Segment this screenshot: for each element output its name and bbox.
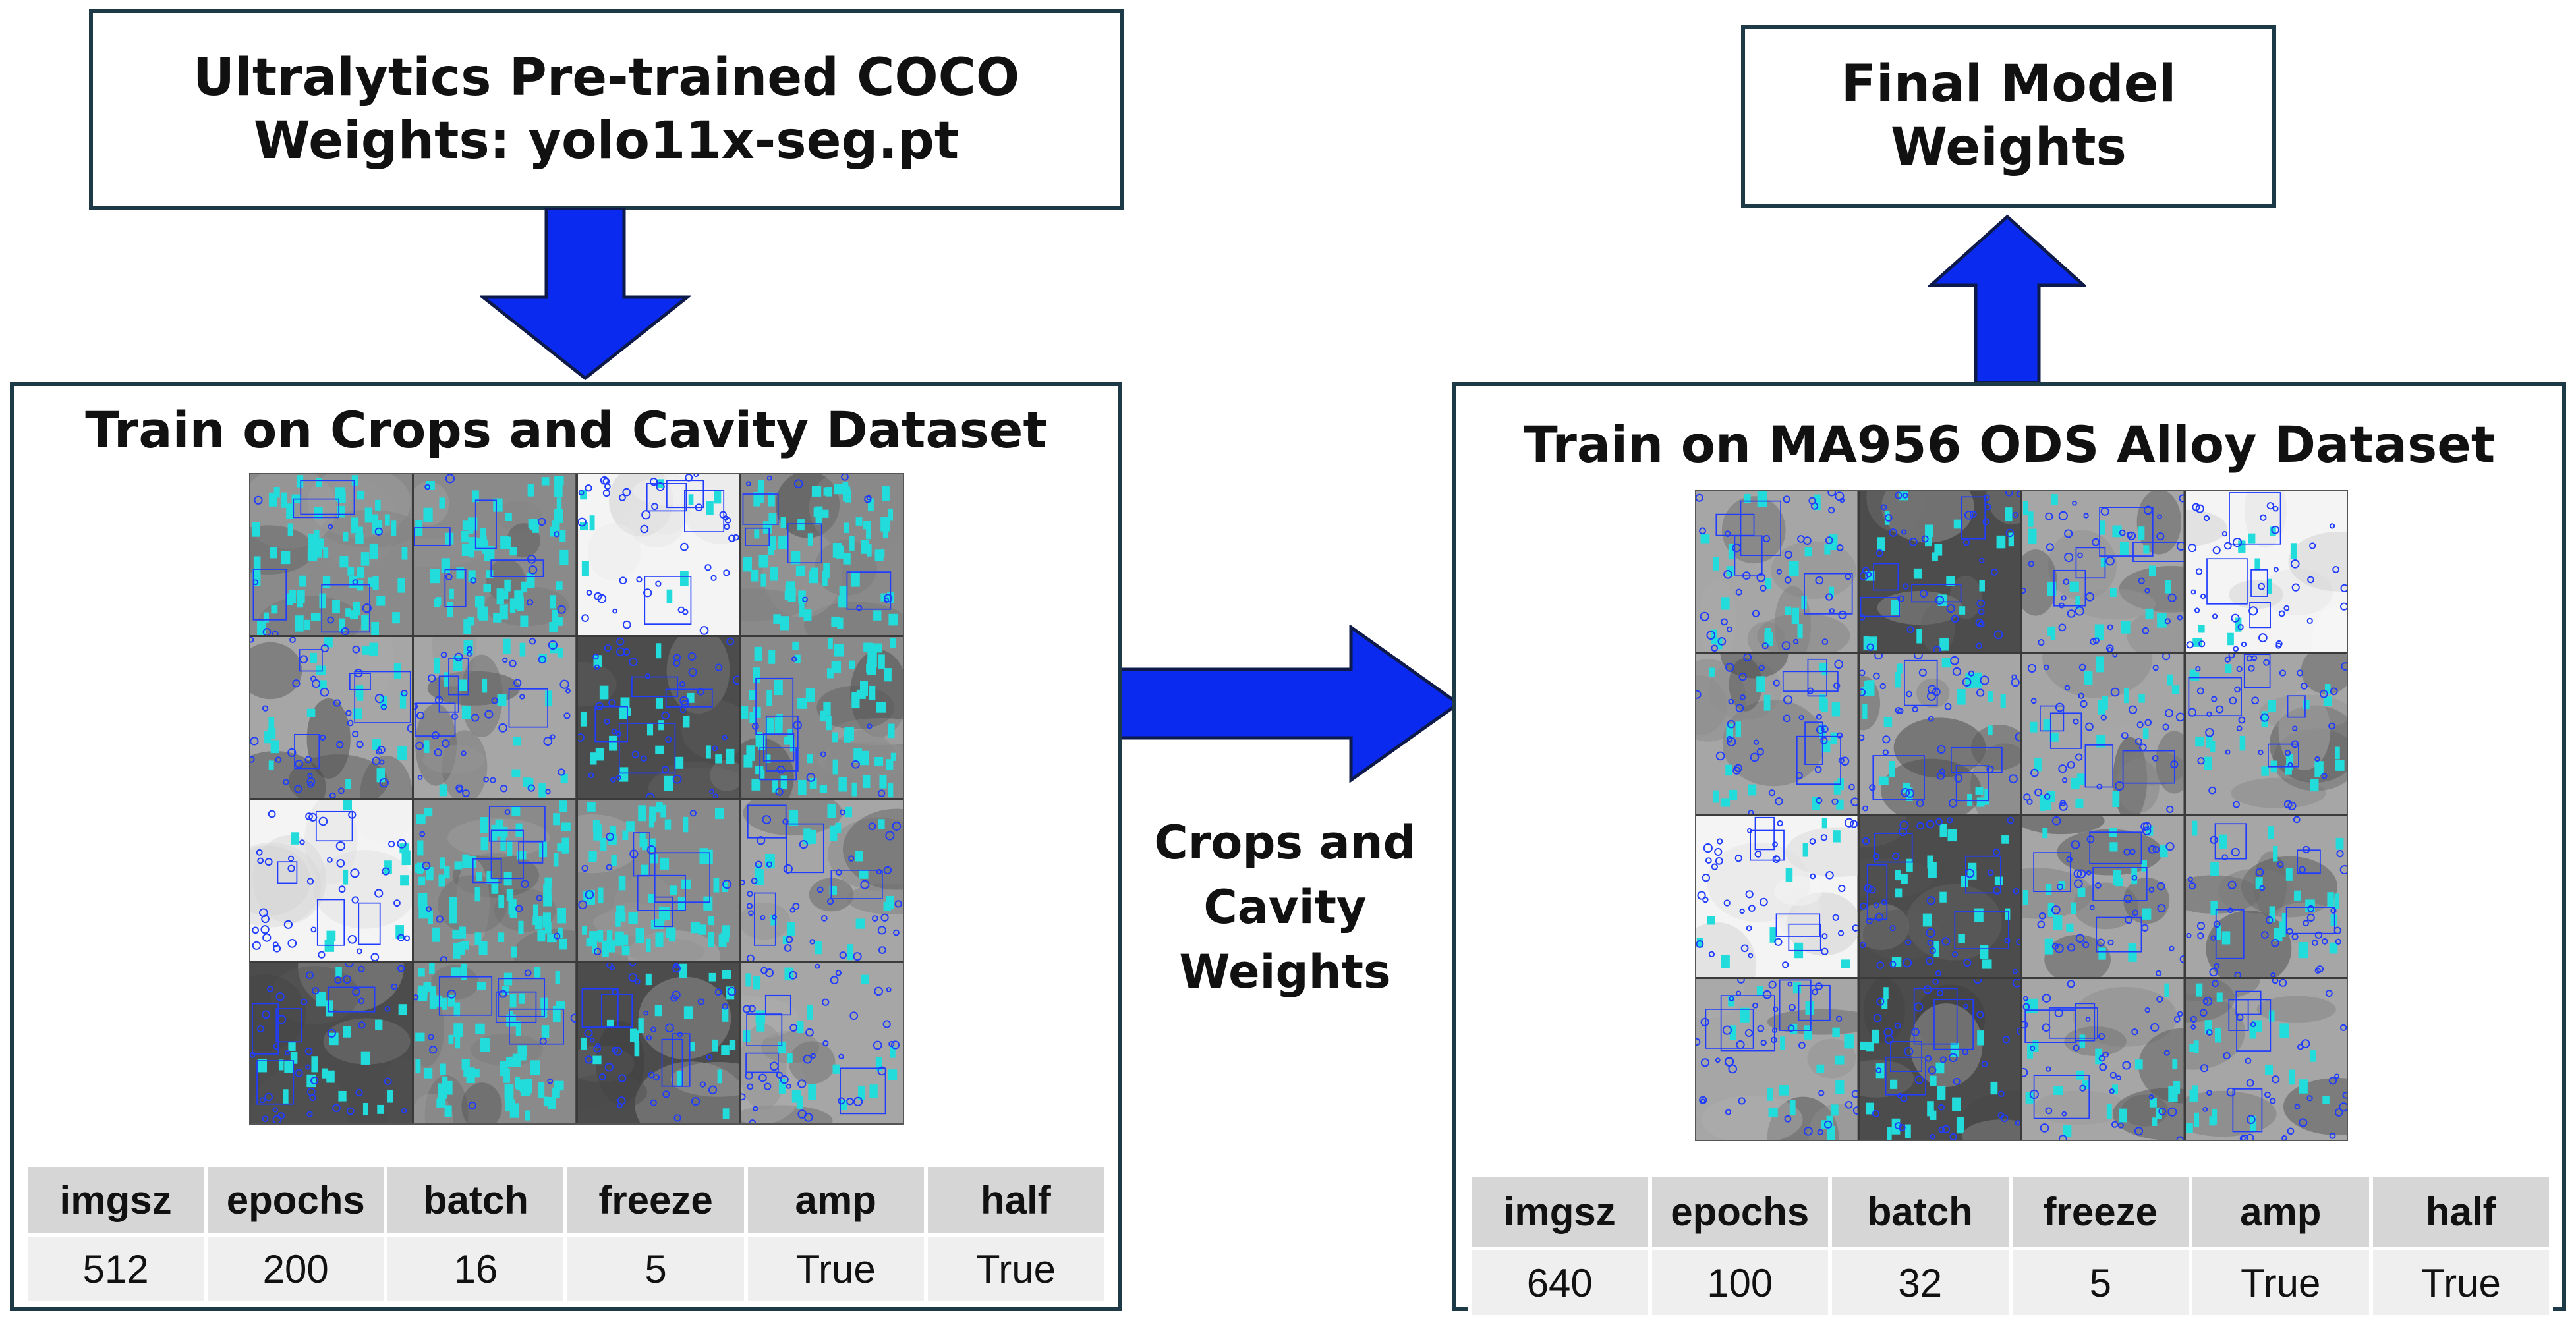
mosaic-tile xyxy=(2022,979,2184,1140)
param-header-amp: amp xyxy=(2189,1177,2373,1250)
mosaic-tile xyxy=(250,637,413,798)
param-header-imgsz: imgsz xyxy=(1468,1177,1652,1250)
mosaic-tile xyxy=(741,474,903,635)
params-header-row: imgsz epochs batch freeze amp half xyxy=(23,1167,1108,1237)
params-header-row: imgsz epochs batch freeze amp half xyxy=(1468,1177,2553,1250)
mosaic-tile xyxy=(2185,816,2347,977)
pretrained-weights-line2: Weights: yolo11x-seg.pt xyxy=(253,111,959,171)
param-header-half: half xyxy=(2368,1177,2553,1250)
mosaic-tile xyxy=(2185,491,2347,652)
pretrained-weights-line1: Ultralytics Pre-trained COCO xyxy=(192,48,1020,108)
param-value-batch: 32 xyxy=(1828,1249,2013,1319)
mosaic-tile xyxy=(414,963,576,1123)
final-weights-line1: Final Model xyxy=(1841,55,2177,115)
param-header-batch: batch xyxy=(1828,1177,2013,1250)
param-value-freeze: 5 xyxy=(563,1235,748,1305)
param-value-half: True xyxy=(2368,1249,2553,1319)
ma956-training-panel: Train on MA956 ODS Alloy Dataset imgsz e… xyxy=(1452,382,2566,1319)
param-header-epochs: epochs xyxy=(204,1167,388,1237)
param-header-half: half xyxy=(923,1167,1108,1237)
ma956-panel-title: Train on MA956 ODS Alloy Dataset xyxy=(1523,415,2496,474)
param-header-amp: amp xyxy=(743,1167,928,1237)
mosaic-tile xyxy=(414,474,576,635)
param-value-imgsz: 512 xyxy=(23,1235,208,1305)
mosaic-tile xyxy=(1859,654,2020,814)
pretrained-weights-box: Ultralytics Pre-trained COCO Weights: yo… xyxy=(89,9,1124,210)
param-value-freeze: 5 xyxy=(2008,1249,2192,1319)
param-value-epochs: 200 xyxy=(204,1235,388,1305)
crops-cavity-training-panel: Train on Crops and Cavity Dataset imgsz … xyxy=(10,382,1122,1311)
param-value-epochs: 100 xyxy=(1647,1249,1832,1319)
ma956-params-table: imgsz epochs batch freeze amp half 640 1… xyxy=(1468,1177,2553,1319)
mosaic-tile xyxy=(250,800,413,961)
right-arrow-icon xyxy=(1119,625,1462,783)
mosaic-tile xyxy=(741,800,903,961)
crops-cavity-mosaic-image xyxy=(249,473,904,1125)
param-value-half: True xyxy=(923,1235,1108,1305)
mosaic-tile xyxy=(1696,654,1858,814)
param-value-imgsz: 640 xyxy=(1468,1249,1652,1319)
mosaic-tile xyxy=(414,637,576,798)
mosaic-tile xyxy=(741,963,903,1123)
crops-cavity-weights-label: Crops and Cavity Weights xyxy=(1143,810,1427,1004)
mosaic-tile xyxy=(2022,491,2184,652)
mosaic-tile xyxy=(2022,816,2184,977)
mosaic-tile xyxy=(741,637,903,798)
mosaic-tile xyxy=(1696,979,1858,1140)
mosaic-tile xyxy=(577,963,739,1123)
param-header-imgsz: imgsz xyxy=(23,1167,208,1237)
param-header-epochs: epochs xyxy=(1647,1177,1832,1250)
mosaic-tile xyxy=(1696,491,1858,652)
param-value-amp: True xyxy=(743,1235,928,1305)
final-weights-line2: Weights xyxy=(1891,117,2127,177)
mosaic-tile xyxy=(1859,979,2020,1140)
crops-cavity-weights-line2: Cavity xyxy=(1203,880,1367,934)
param-header-freeze: freeze xyxy=(2008,1177,2192,1250)
mosaic-tile xyxy=(414,800,576,961)
params-value-row: 512 200 16 5 True True xyxy=(23,1235,1108,1305)
mosaic-tile xyxy=(250,474,413,635)
mosaic-tile xyxy=(1859,491,2020,652)
mosaic-tile xyxy=(1696,816,1858,977)
param-header-batch: batch xyxy=(384,1167,568,1237)
ma956-mosaic-image xyxy=(1695,490,2348,1141)
up-arrow-icon xyxy=(1928,214,2086,384)
mosaic-tile xyxy=(2022,654,2184,814)
params-value-row: 640 100 32 5 True True xyxy=(1468,1249,2553,1319)
mosaic-tile xyxy=(577,637,739,798)
param-header-freeze: freeze xyxy=(563,1167,748,1237)
crops-cavity-weights-line3: Weights xyxy=(1179,945,1391,999)
mosaic-tile xyxy=(1859,816,2020,977)
mosaic-tile xyxy=(577,474,739,635)
crops-cavity-panel-title: Train on Crops and Cavity Dataset xyxy=(85,401,1047,459)
param-value-amp: True xyxy=(2189,1249,2373,1319)
mosaic-tile xyxy=(577,800,739,961)
mosaic-tile xyxy=(2185,979,2347,1140)
param-value-batch: 16 xyxy=(384,1235,568,1305)
crops-cavity-weights-line1: Crops and xyxy=(1154,816,1416,870)
mosaic-tile xyxy=(2185,654,2347,814)
crops-cavity-params-table: imgsz epochs batch freeze amp half 512 2… xyxy=(23,1167,1108,1305)
mosaic-tile xyxy=(250,963,413,1123)
final-weights-box: Final Model Weights xyxy=(1741,25,2276,208)
down-arrow-icon xyxy=(480,208,691,381)
